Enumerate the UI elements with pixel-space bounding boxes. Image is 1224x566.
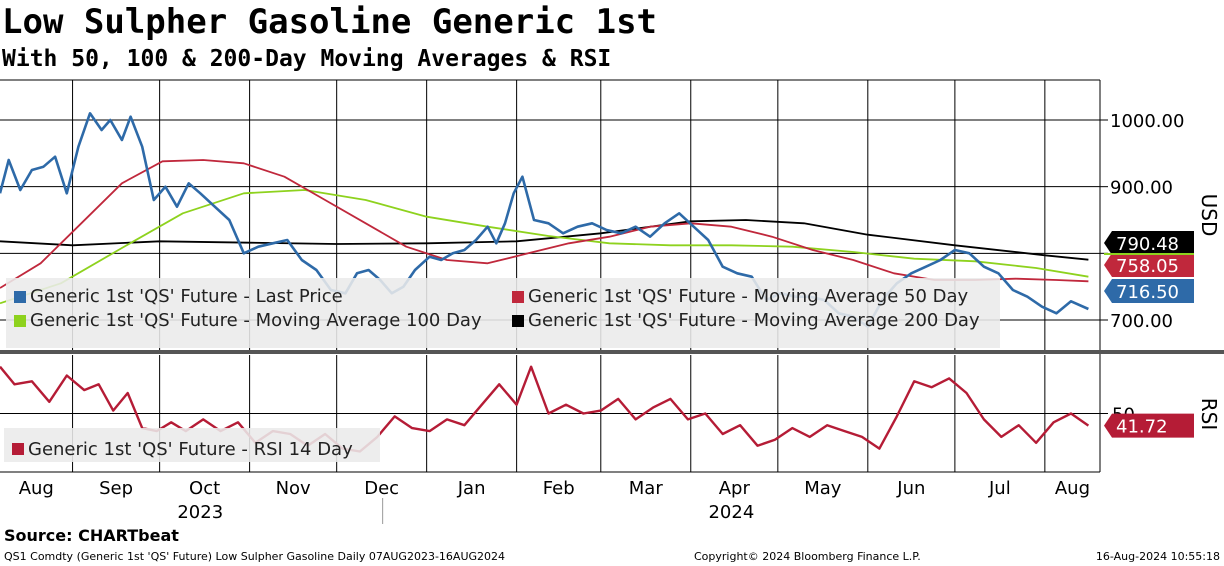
legend-swatch-2 xyxy=(14,315,26,327)
month-label-5: Jan xyxy=(457,478,486,499)
month-label-3: Nov xyxy=(276,478,311,499)
month-label-11: Jul xyxy=(988,478,1011,499)
month-label-9: May xyxy=(804,478,842,499)
month-label-0: Aug xyxy=(19,478,54,499)
rsi-legend-box xyxy=(4,428,380,462)
month-label-1: Sep xyxy=(99,478,133,499)
source-label: Source: CHARTbeat xyxy=(4,526,179,545)
month-label-12: Aug xyxy=(1055,478,1090,499)
footer-description: QS1 Comdty (Generic 1st 'QS' Future) Low… xyxy=(4,550,506,563)
price-ytick-label-1: 900.00 xyxy=(1110,178,1173,199)
rsi-last-tag-0-bg xyxy=(1104,413,1194,438)
price-last-tag-0-bg xyxy=(1104,231,1194,255)
price-legend-box xyxy=(6,278,1000,348)
chart-canvas: Generic 1st 'QS' Future - Last Price Gene… xyxy=(0,79,1224,524)
price-ytick-label-3: 700.00 xyxy=(1110,311,1173,332)
month-label-8: Apr xyxy=(719,478,751,499)
price-last-tag-2-text: 716.50 xyxy=(1116,282,1179,303)
footer-copyright: Copyright© 2024 Bloomberg Finance L.P. xyxy=(694,550,921,563)
year-label-0: 2023 xyxy=(177,502,223,523)
rsi-legend-label-0: Generic 1st 'QS' Future - RSI 14 Day xyxy=(28,439,353,460)
legend-label-0: Generic 1st 'QS' Future - Last Price xyxy=(30,286,343,307)
panel-divider xyxy=(0,350,1224,354)
rsi-series-layer xyxy=(0,365,1090,453)
rsi-axis-title: RSI xyxy=(1197,398,1221,431)
series-ma100-line xyxy=(0,189,1089,305)
legend-swatch-1 xyxy=(512,291,524,303)
ma100-end-marker xyxy=(1104,253,1194,255)
series-rsi-line xyxy=(0,365,1090,453)
legend-layer: Generic 1st 'QS' Future - Last Price Gene… xyxy=(4,278,1000,462)
series-ma200-line xyxy=(0,219,1089,261)
year-label-1: 2024 xyxy=(708,502,754,523)
price-axis-title: USD xyxy=(1197,194,1221,237)
price-last-tag-1-bg xyxy=(1104,253,1194,277)
legend-swatch-0 xyxy=(14,291,26,303)
legend-swatch-3 xyxy=(512,315,524,327)
month-label-4: Dec xyxy=(364,478,399,499)
month-label-7: Mar xyxy=(629,478,664,499)
month-label-6: Feb xyxy=(543,478,575,499)
chart-title: Low Sulpher Gasoline Generic 1st xyxy=(2,2,658,42)
legend-label-1: Generic 1st 'QS' Future - Moving Average… xyxy=(528,286,969,307)
price-last-tag-1-text: 758.05 xyxy=(1116,256,1179,277)
month-label-2: Oct xyxy=(189,478,220,499)
price-last-tag-2-bg xyxy=(1104,279,1194,303)
rsi-last-tag-0-text: 41.72 xyxy=(1116,417,1168,438)
month-label-10: Jun xyxy=(896,478,925,499)
price-last-tag-0-text: 790.48 xyxy=(1116,234,1179,255)
legend-label-2: Generic 1st 'QS' Future - Moving Average… xyxy=(30,310,482,331)
series-ma50-line xyxy=(0,159,1089,289)
chart-subtitle: With 50, 100 & 200-Day Moving Averages &… xyxy=(2,46,612,72)
rsi-legend-swatch-0 xyxy=(12,443,24,455)
legend-label-3: Generic 1st 'QS' Future - Moving Average… xyxy=(528,310,980,331)
price-ytick-label-0: 1000.00 xyxy=(1110,111,1184,132)
footer-timestamp: 16-Aug-2024 10:55:18 xyxy=(1095,550,1220,563)
